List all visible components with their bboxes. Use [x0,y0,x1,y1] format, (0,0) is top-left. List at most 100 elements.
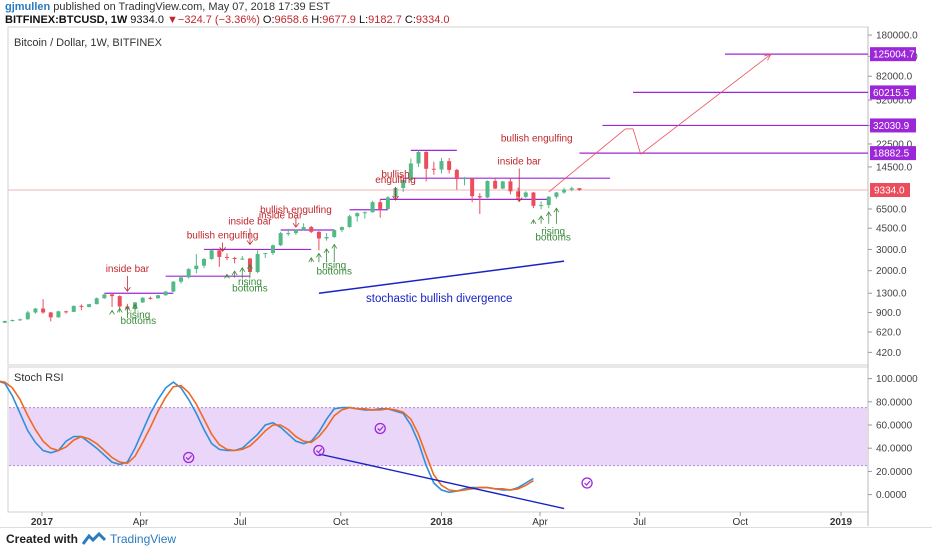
pattern-annotation: inside bar [106,264,150,275]
candle-body [569,188,574,190]
last-price: 9334.0 [130,14,164,26]
rising-bottoms-note: bottoms [316,267,352,278]
ohlc-line: BITFINEX:BTCUSD, 1W 9334.0 ▼−324.7 (−3.3… [5,14,450,26]
divergence-trendline [318,260,565,294]
candle-body [439,161,444,170]
candle-body [500,181,505,189]
candle-body [546,196,551,206]
candle-body [232,257,237,259]
candle-body [286,233,291,235]
rising-bottoms-note: bottoms [121,316,157,327]
candle-body [516,191,521,197]
rising-arrowhead [231,270,238,276]
candle-body [41,308,46,313]
candle-body [309,227,314,232]
annotation-arrowhead [392,195,399,201]
projection-line [548,128,626,193]
rising-bottoms-note: rising [541,226,565,237]
candle-body [56,311,61,318]
rising-bottoms-note: rising [126,310,150,321]
stoch-tick-label: 80.0000 [876,397,913,408]
pattern-annotation: inside bar [228,216,272,227]
high-label: H: [311,14,323,26]
price-tick-label: 14500.0 [876,162,913,173]
stoch-tick-label: 100.0000 [876,374,918,385]
candle-body [33,308,38,313]
candle-body [577,188,582,191]
candle-body [87,304,92,307]
target-level-label: 32030.9 [873,121,910,132]
price-pane-title: Bitcoin / Dollar, 1W, BITFINEX [14,37,163,49]
divergence-label: stochastic bullish divergence [366,293,512,305]
candle-body [25,312,30,320]
close-label: C: [404,14,416,26]
rising-arrowhead [247,263,253,269]
stoch-divergence-line [318,453,565,510]
projection-line [632,128,642,155]
rising-arrowhead [224,273,230,279]
candle-body [332,229,337,238]
time-tick-label: 2019 [830,517,853,527]
change-arrow-icon: ▼ [167,14,178,26]
candle-body [293,229,298,234]
chart-canvas[interactable]: Bitcoin / Dollar, 1W, BITFINEX Stoch RSI 1… [0,0,932,527]
high-value: 9677.9 [322,14,356,26]
candle-body [209,250,214,259]
low-label: L: [358,14,369,26]
pattern-annotation: bullish [381,170,409,181]
target-level-label: 125004.7 [873,50,915,61]
candle-body [186,269,191,278]
stoch-k-line [0,380,534,494]
candle-body [117,296,122,307]
target-level-badge [870,85,916,100]
check-mark [315,448,323,454]
tradingview-logo-icon [82,532,106,545]
rising-arrowhead [530,219,537,225]
last-price-label: 9334.0 [874,186,905,197]
rising-arrowhead [109,309,115,315]
price-tick-label: 4500.0 [876,224,907,235]
rising-arrowhead [553,207,560,213]
stoch-d-line [0,380,534,492]
stoch-band [9,407,867,466]
candle-body [156,295,161,299]
price-tick-label: 900.0 [876,308,901,319]
candle-body [140,297,145,303]
tradingview-brand[interactable]: TradingView [110,532,177,546]
candle-body [378,202,383,209]
rising-bottoms-note: bottoms [232,284,268,295]
check-mark [584,480,591,486]
target-level-badge [870,146,916,161]
author-link[interactable]: gjmullen [5,1,51,13]
price-tick-label: 52000.0 [876,96,913,107]
price-tick-label: 620.0 [876,327,901,338]
annotation-arrowhead [515,197,523,203]
candle-body [401,180,406,188]
annotation-arrowhead [246,240,254,246]
candle-body [539,205,544,207]
price-tick-label: 420.0 [876,348,901,359]
target-level-label: 18882.5 [873,149,910,160]
check-marker-icon [313,444,325,457]
target-level-label: 60215.5 [873,88,910,99]
rising-arrowhead [538,215,544,221]
rising-arrowhead [331,243,338,249]
rising-arrowhead [239,267,246,272]
candle-body [447,161,452,170]
rising-bottoms-note: rising [238,277,262,288]
time-tick-label: 2018 [430,517,453,527]
candle-body [339,227,344,230]
stoch-pane-title: Stoch RSI [14,372,64,384]
candle-body [554,192,559,197]
stoch-tick-label: 0.0000 [876,490,907,501]
publish-line: gjmullen published on TradingView.com, M… [5,1,330,13]
candle-body [240,258,245,260]
candle-body [224,256,229,258]
pattern-annotation: bullish engulfing [501,134,573,145]
open-value: 9658.6 [274,14,309,26]
annotation-arrowhead [292,222,300,228]
candle-body [71,305,76,312]
rising-arrowhead [132,303,138,309]
candle-body [102,294,107,299]
candle-body [462,178,467,180]
